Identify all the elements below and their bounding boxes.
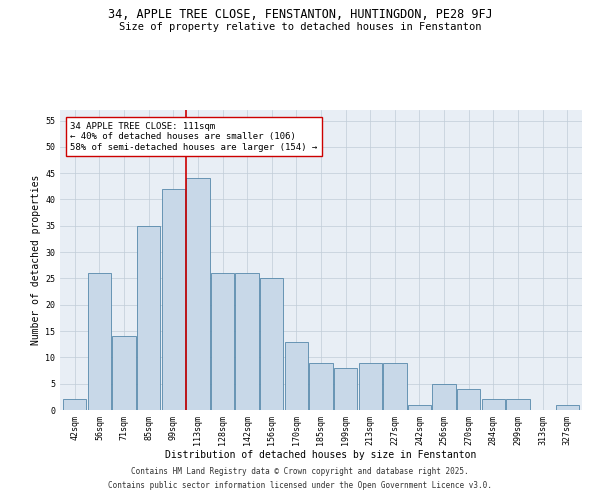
Y-axis label: Number of detached properties: Number of detached properties bbox=[31, 175, 41, 345]
Bar bbox=[63, 400, 86, 410]
Bar bbox=[284, 342, 308, 410]
Bar bbox=[186, 178, 209, 410]
Bar bbox=[408, 404, 431, 410]
Bar bbox=[556, 404, 579, 410]
Bar bbox=[506, 400, 530, 410]
Text: 34, APPLE TREE CLOSE, FENSTANTON, HUNTINGDON, PE28 9FJ: 34, APPLE TREE CLOSE, FENSTANTON, HUNTIN… bbox=[107, 8, 493, 20]
Bar bbox=[88, 273, 111, 410]
Bar bbox=[310, 362, 332, 410]
Bar bbox=[334, 368, 358, 410]
Bar bbox=[112, 336, 136, 410]
Text: Size of property relative to detached houses in Fenstanton: Size of property relative to detached ho… bbox=[119, 22, 481, 32]
Bar bbox=[383, 362, 407, 410]
Bar bbox=[161, 189, 185, 410]
Bar bbox=[211, 273, 234, 410]
Text: Contains HM Land Registry data © Crown copyright and database right 2025.: Contains HM Land Registry data © Crown c… bbox=[131, 467, 469, 476]
Bar bbox=[359, 362, 382, 410]
Text: Contains public sector information licensed under the Open Government Licence v3: Contains public sector information licen… bbox=[108, 481, 492, 490]
Bar bbox=[433, 384, 456, 410]
X-axis label: Distribution of detached houses by size in Fenstanton: Distribution of detached houses by size … bbox=[166, 450, 476, 460]
Bar bbox=[235, 273, 259, 410]
Bar bbox=[457, 389, 481, 410]
Text: 34 APPLE TREE CLOSE: 111sqm
← 40% of detached houses are smaller (106)
58% of se: 34 APPLE TREE CLOSE: 111sqm ← 40% of det… bbox=[70, 122, 317, 152]
Bar bbox=[260, 278, 283, 410]
Bar bbox=[137, 226, 160, 410]
Bar bbox=[482, 400, 505, 410]
